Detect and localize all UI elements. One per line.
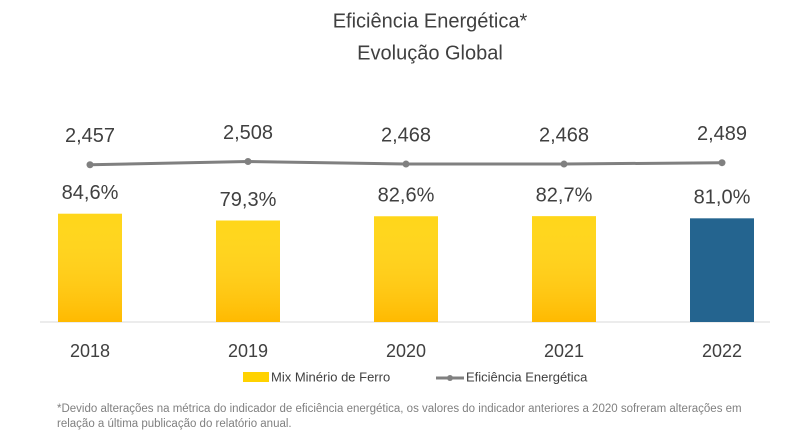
data-label: 82,6%	[378, 185, 435, 207]
bar-shade	[532, 216, 596, 322]
legend-label: Eficiência Energética	[466, 369, 588, 384]
line-marker	[560, 160, 568, 168]
legend-marker	[447, 375, 453, 381]
legend-swatch	[243, 372, 269, 382]
data-label: 82,7%	[536, 184, 593, 206]
bar	[690, 218, 754, 322]
bar-shade	[216, 220, 280, 322]
x-tick-label: 2022	[702, 341, 742, 361]
bar-shade	[58, 213, 122, 322]
x-tick-label: 2019	[228, 341, 268, 361]
bar-shade	[374, 216, 438, 322]
line-marker	[402, 160, 410, 168]
data-label: 2,457	[65, 125, 115, 147]
x-tick-label: 2020	[386, 341, 426, 361]
data-label: 2,468	[381, 124, 431, 146]
footnote: *Devido alterações na métrica do indicad…	[57, 403, 742, 430]
data-label: 81,0%	[694, 187, 751, 209]
line-marker	[244, 157, 252, 165]
chart-title: Eficiência Energética*	[333, 10, 528, 32]
data-label: 79,3%	[220, 189, 277, 211]
data-label: 84,6%	[62, 182, 119, 204]
line-marker	[718, 159, 726, 167]
legend-label: Mix Minério de Ferro	[271, 369, 390, 384]
line-marker	[86, 161, 94, 169]
bar-shade	[690, 218, 754, 322]
x-tick-label: 2018	[70, 341, 110, 361]
data-label: 2,508	[223, 122, 273, 144]
data-label: 2,468	[539, 124, 589, 146]
data-label: 2,489	[697, 123, 747, 145]
x-tick-label: 2021	[544, 341, 584, 361]
chart: Eficiência Energética* Evolução Global 2…	[40, 10, 770, 384]
chart-subtitle: Evolução Global	[357, 42, 503, 64]
